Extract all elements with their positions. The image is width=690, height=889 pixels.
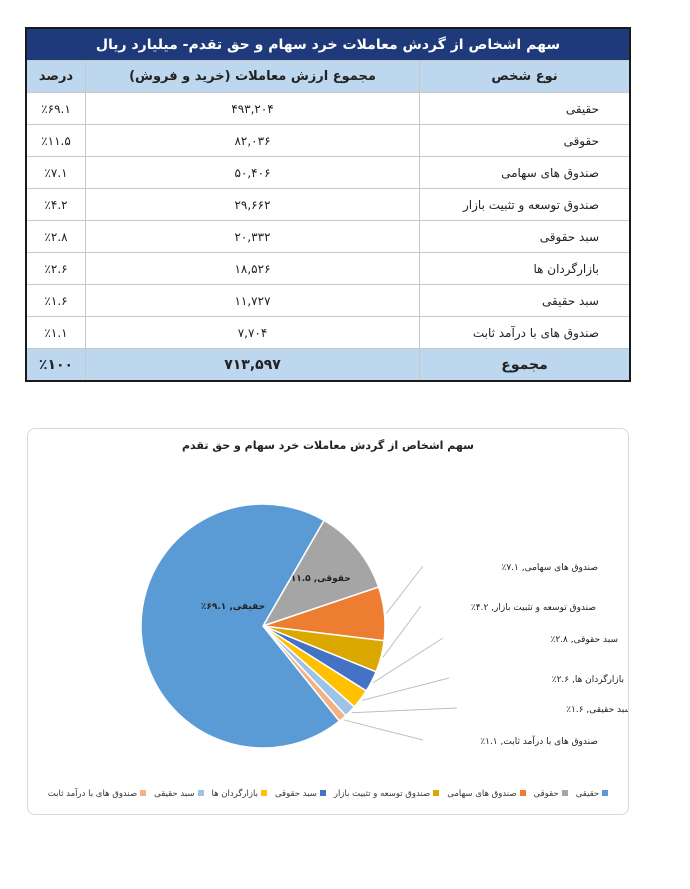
legend-item: سبد حقیقی xyxy=(154,789,204,799)
leader-line xyxy=(385,565,424,614)
legend-item: صندوق توسعه و تثبیت بازار xyxy=(333,789,440,799)
legend-label: سبد حقوقی xyxy=(274,789,317,799)
percent-cell: ٪۱.۶ xyxy=(25,284,86,317)
slice-label: سبد حقوقی, ۲.۸٪ xyxy=(550,635,618,645)
percent-cell: ٪۶۹.۱ xyxy=(25,92,86,125)
percent-cell: ٪۲.۸ xyxy=(25,220,86,253)
table-row: صندوق های با درآمد ثابت ۷,۷۰۴ ٪۱.۱ xyxy=(25,316,631,349)
legend-swatch xyxy=(260,790,267,796)
leader-line xyxy=(351,707,458,714)
person-type-cell: صندوق توسعه و تثبیت بازار xyxy=(419,188,631,221)
legend-swatch xyxy=(197,790,204,796)
person-type-cell: حقوقی xyxy=(419,124,631,157)
legend-item: بازارگردان ها xyxy=(212,789,267,799)
percent-cell: ٪۴.۲ xyxy=(25,188,86,221)
total-percent: ٪۱۰۰ xyxy=(25,348,86,382)
pie-slice xyxy=(140,503,341,749)
legend-label: حقوقی xyxy=(533,789,559,799)
slice-label: بازارگردان ها, ۲.۶٪ xyxy=(552,673,624,685)
slice-label: صندوق های سهامی, ۷.۱٪ xyxy=(501,563,598,573)
value-cell: ۱۸,۵۲۶ xyxy=(85,252,420,285)
table-row: سبد حقوقی ۲۰,۳۳۲ ٪۲.۸ xyxy=(25,220,631,253)
value-cell: ۷,۷۰۴ xyxy=(85,316,420,349)
legend-label: بازارگردان ها xyxy=(211,789,258,799)
total-row: مجموع ۷۱۳,۵۹۷ ٪۱۰۰ xyxy=(25,348,631,382)
table-row: صندوق توسعه و تثبیت بازار ۲۹,۶۶۲ ٪۴.۲ xyxy=(25,188,631,221)
percent-cell: ٪۲.۶ xyxy=(25,252,86,285)
value-cell: ۱۱,۷۲۷ xyxy=(85,284,420,317)
slice-label: سبد حقیقی, ۱.۶٪ xyxy=(566,705,628,715)
person-type-cell: بازارگردان ها xyxy=(419,252,631,285)
table-row: صندوق های سهامی ۵۰,۴۰۶ ٪۷.۱ xyxy=(25,156,631,189)
legend-item: حقیقی xyxy=(576,789,609,799)
legend-label: صندوق های سهامی xyxy=(447,789,517,799)
chart-title: سهم اشخاص از گردش معاملات خرد سهام و حق … xyxy=(182,439,474,452)
table-row: بازارگردان ها ۱۸,۵۲۶ ٪۲.۶ xyxy=(25,252,631,285)
total-value: ۷۱۳,۵۹۷ xyxy=(85,348,420,382)
value-cell: ۲۰,۳۳۲ xyxy=(85,220,420,253)
legend-label: حقیقی xyxy=(575,789,600,799)
legend-swatch xyxy=(433,790,440,796)
percent-cell: ٪۷.۱ xyxy=(25,156,86,189)
pie-slice xyxy=(261,519,380,628)
slice-label: صندوق های با درآمد ثابت, ۱.۱٪ xyxy=(480,735,598,747)
shares-table: سهم اشخاص از گردش معاملات خرد سهام و حق … xyxy=(25,27,631,382)
pie-chart-card: سهم اشخاص از گردش معاملات خرد سهام و حق … xyxy=(27,428,629,815)
legend-swatch xyxy=(319,790,326,796)
value-cell: ۸۲,۰۳۶ xyxy=(85,124,420,157)
leader-line xyxy=(362,677,450,701)
legend-swatch xyxy=(602,790,609,796)
person-type-cell: حقیقی xyxy=(419,92,631,125)
header-total-value: مجموع ارزش معاملات (خرید و فروش) xyxy=(85,60,420,93)
slice-label: صندوق توسعه و تثبیت بازار, ۴.۲٪ xyxy=(471,603,596,613)
slice-label: حقیقی, ۶۹.۱٪ xyxy=(201,602,265,612)
table-row: حقوقی ۸۲,۰۳۶ ٪۱۱.۵ xyxy=(25,124,631,157)
table-row: سبد حقیقی ۱۱,۷۲۷ ٪۱.۶ xyxy=(25,284,631,317)
value-cell: ۴۹۳,۲۰۴ xyxy=(85,92,420,125)
legend-label: صندوق های با درآمد ثابت xyxy=(47,789,138,799)
person-type-cell: صندوق های با درآمد ثابت xyxy=(419,316,631,349)
value-cell: ۲۹,۶۶۲ xyxy=(85,188,420,221)
pie-chart: حقوقی, ۱۱.۵٪ صندوق های سهامی, ۷.۱٪ صندوق ت… xyxy=(140,503,628,749)
legend-item: صندوق های با درآمد ثابت xyxy=(47,789,147,799)
person-type-cell: صندوق های سهامی xyxy=(419,156,631,189)
leader-line xyxy=(382,605,422,658)
header-percent: درصد xyxy=(25,60,86,93)
chart-legend: حقیقی حقوقی صندوق های سهامی صندوق توسعه و ت… xyxy=(28,789,628,799)
legend-item: سبد حقوقی xyxy=(275,789,326,799)
percent-cell: ٪۱۱.۵ xyxy=(25,124,86,157)
table-title: سهم اشخاص از گردش معاملات خرد سهام و حق … xyxy=(26,28,630,61)
legend-label: سبد حقیقی xyxy=(154,789,195,799)
table-row: حقیقی ۴۹۳,۲۰۴ ٪۶۹.۱ xyxy=(25,92,631,125)
person-type-cell: سبد حقوقی xyxy=(419,220,631,253)
legend-swatch xyxy=(561,790,568,796)
legend-swatch xyxy=(140,790,147,796)
legend-label: صندوق توسعه و تثبیت بازار xyxy=(333,789,431,799)
legend-item: صندوق های سهامی xyxy=(447,789,526,799)
total-label: مجموع xyxy=(419,348,631,382)
value-cell: ۵۰,۴۰۶ xyxy=(85,156,420,189)
legend-item: حقوقی xyxy=(534,789,568,799)
header-person-type: نوع شخص xyxy=(419,60,631,93)
percent-cell: ٪۱.۱ xyxy=(25,316,86,349)
person-type-cell: سبد حقیقی xyxy=(419,284,631,317)
leader-line xyxy=(373,637,444,683)
slice-label: حقوقی, ۱۱.۵٪ xyxy=(285,574,351,584)
leader-line xyxy=(343,719,424,741)
legend-swatch xyxy=(519,790,526,796)
